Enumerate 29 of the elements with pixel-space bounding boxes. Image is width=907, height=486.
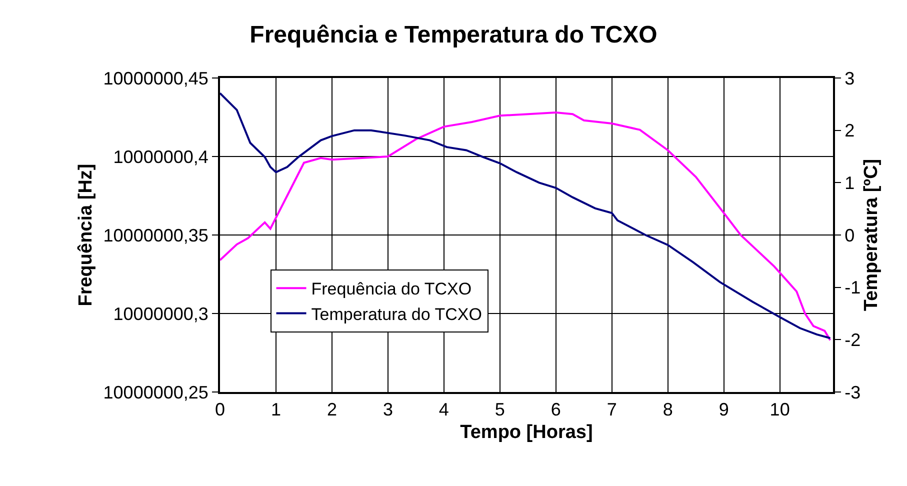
x-tick-label: 5: [494, 400, 505, 420]
legend-label: Temperatura do TCXO: [311, 304, 482, 324]
y2-tick-label: 1: [844, 172, 855, 193]
x-tick-label: 1: [270, 400, 281, 420]
x-tick-label: 3: [382, 400, 393, 420]
x-tick-label: 7: [606, 400, 617, 420]
y-tick-label: 10000000,4: [113, 146, 208, 167]
y-tick-label: 10000000,3: [113, 304, 208, 324]
legend-label: Frequência do TCXO: [311, 280, 472, 299]
y2-tick-label: -2: [844, 330, 861, 350]
x-tick-label: 8: [662, 400, 673, 420]
y2-tick-label: -1: [844, 278, 861, 298]
y2-tick-label: 0: [844, 225, 855, 246]
y-axis-title: Frequência [Hz]: [76, 164, 97, 306]
y-tick-label: 10000000,25: [103, 382, 208, 402]
chart-title: Frequência e Temperatura do TCXO: [250, 21, 658, 48]
y2-tick-label: -3: [844, 382, 861, 402]
x-tick-label: 10: [770, 400, 790, 420]
x-axis-title: Tempo [Horas]: [460, 422, 593, 443]
y-tick-label: 10000000,45: [103, 68, 208, 88]
y2-tick-label: 3: [844, 68, 855, 88]
x-tick-label: 2: [326, 400, 337, 420]
x-tick-label: 6: [550, 400, 561, 420]
x-tick-label: 0: [214, 400, 226, 420]
y2-axis-title: Temperatura [ºC]: [860, 158, 882, 312]
y-tick-label: 10000000,35: [103, 225, 208, 246]
y2-tick-label: 2: [844, 120, 855, 141]
x-tick-label: 9: [718, 400, 729, 420]
x-tick-label: 4: [438, 400, 449, 420]
